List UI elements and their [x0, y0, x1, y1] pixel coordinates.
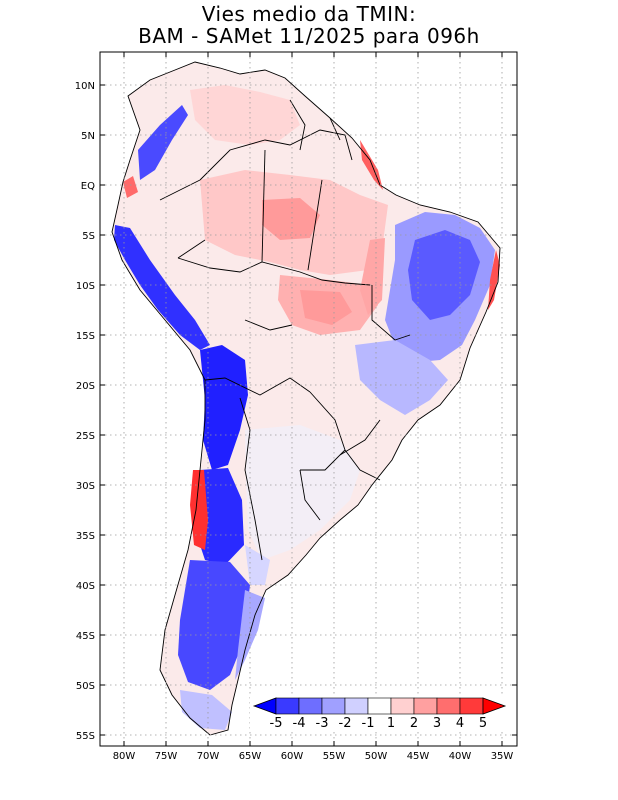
lon-label: 60W [281, 751, 304, 762]
cool-bias-colombia [138, 105, 188, 180]
colorbar-label: -4 [293, 716, 306, 731]
lat-label: 55S [76, 731, 95, 742]
colorbar-bin [298, 697, 323, 715]
lon-label: 55W [323, 751, 346, 762]
lon-label: 70W [197, 751, 220, 762]
warm-bias-north [190, 85, 300, 145]
lat-label: EQ [81, 181, 95, 192]
colorbar-bin [344, 697, 369, 715]
cool-bias-chile-north [200, 345, 248, 470]
cool-bias-northeast-core [408, 230, 480, 320]
lon-label: 75W [155, 751, 178, 762]
colorbar-label: 4 [456, 716, 464, 731]
lon-label: 80W [113, 751, 136, 762]
warm-spot-ecuador [123, 176, 138, 198]
cool-bias-andes-north [114, 225, 210, 350]
colorbar-label: 2 [410, 716, 418, 731]
colorbar-bin [436, 697, 461, 715]
light-bias-pampas [245, 425, 360, 560]
colorbar-label: -2 [339, 716, 352, 731]
colorbar-label: 5 [479, 716, 487, 731]
lat-label: 5S [82, 231, 95, 242]
colorbar-bin [275, 697, 300, 715]
lat-label: 10N [75, 81, 95, 92]
lat-label: 40S [76, 581, 95, 592]
lat-label: 10S [76, 281, 95, 292]
map-frame [99, 51, 518, 747]
warm-spot-3 [360, 238, 385, 315]
lon-axis: 80W 75W 70W 65W 60W 55W 50W 45W 40W 35W [113, 751, 514, 762]
title-line-2: BAM - SAMet 11/2025 para 096h [138, 24, 480, 48]
lon-label: 35W [491, 751, 514, 762]
lon-label: 40W [449, 751, 472, 762]
warm-spot-2 [300, 290, 352, 325]
lat-label: 30S [76, 481, 95, 492]
colorbar-label: -3 [316, 716, 329, 731]
colorbar-label: 1 [387, 716, 395, 731]
colorbar-label: 3 [433, 716, 441, 731]
lat-axis: 10N 5N EQ 5S 10S 15S 20S 25S 30S 35S 40S… [75, 81, 95, 742]
cool-bias-patagonia [178, 560, 250, 690]
lat-label: 15S [76, 331, 95, 342]
cool-bias-chile-central [195, 468, 244, 565]
colorbar-bin [459, 697, 484, 715]
lat-label: 45S [76, 631, 95, 642]
lat-label: 20S [76, 381, 95, 392]
colorbar: -5 -4 -3 -2 -1 1 2 3 4 5 [250, 696, 512, 731]
title-line-1: Vies medio da TMIN: [201, 2, 417, 26]
lat-label: 50S [76, 681, 95, 692]
colorbar-bin [321, 697, 346, 715]
lon-label: 50W [365, 751, 388, 762]
colorbar-bin [413, 697, 438, 715]
cool-bias-southeast [355, 340, 448, 415]
colorbar-label: -5 [270, 716, 283, 731]
graticule [100, 52, 517, 746]
warm-bias-chile-strip [190, 470, 208, 550]
lat-label: 25S [76, 431, 95, 442]
colorbar-arrow-max [482, 697, 507, 715]
light-cool-argentina [245, 545, 270, 585]
lat-label: 35S [76, 531, 95, 542]
lat-label: 5N [81, 131, 95, 142]
colorbar-label: -1 [362, 716, 375, 731]
lon-label: 45W [407, 751, 430, 762]
lon-label: 65W [239, 751, 262, 762]
warm-spot-1 [262, 198, 320, 240]
colorbar-bin [367, 697, 392, 715]
colorbar-bin [390, 697, 415, 715]
warm-coast-northeast [488, 250, 500, 310]
